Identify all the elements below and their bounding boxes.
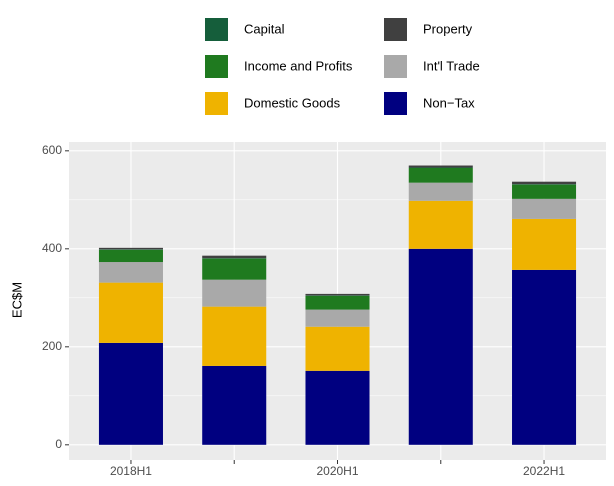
bar-segment <box>409 168 473 183</box>
bar-segment <box>99 283 163 343</box>
legend-key <box>384 18 407 41</box>
legend-key <box>384 92 407 115</box>
y-axis-label: EC$M <box>9 282 24 318</box>
legend-key <box>205 92 228 115</box>
bar-segment <box>202 366 266 445</box>
bar-segment <box>202 259 266 280</box>
bar-segment <box>202 256 266 258</box>
bar-segment <box>305 327 369 371</box>
legend-key <box>384 55 407 78</box>
bar-segment <box>99 262 163 283</box>
x-tick-label: 2018H1 <box>110 464 152 478</box>
bar-segment <box>305 310 369 327</box>
legend-label: Capital <box>244 21 285 36</box>
x-tick-label: 2020H1 <box>316 464 358 478</box>
bar-segment <box>202 307 266 366</box>
bar-segment <box>305 296 369 310</box>
bar-segment <box>512 270 576 445</box>
bar-segment <box>99 248 163 249</box>
legend-label: Property <box>423 21 473 36</box>
bar-segment <box>305 371 369 445</box>
legend-label: Non−Tax <box>423 95 475 110</box>
y-tick-label: 200 <box>42 339 62 353</box>
legend-key <box>205 18 228 41</box>
bar-segment <box>305 294 369 295</box>
legend-label: Domestic Goods <box>244 95 341 110</box>
y-tick-label: 400 <box>42 241 62 255</box>
bar-segment <box>512 185 576 199</box>
bar-segment <box>202 280 266 307</box>
legend-label: Income and Profits <box>244 58 353 73</box>
bar-segment <box>409 201 473 249</box>
bar-segment <box>512 199 576 219</box>
bar-segment <box>99 343 163 445</box>
bar-segment <box>409 166 473 168</box>
bar-segment <box>512 182 576 184</box>
legend-label: Int'l Trade <box>423 58 480 73</box>
bar-segment <box>409 183 473 201</box>
bar-segment <box>99 250 163 262</box>
y-tick-label: 0 <box>55 437 62 451</box>
bar-segment <box>409 249 473 445</box>
legend-key <box>205 55 228 78</box>
x-tick-label: 2022H1 <box>523 464 565 478</box>
bar-segment <box>512 219 576 270</box>
y-tick-label: 600 <box>42 143 62 157</box>
